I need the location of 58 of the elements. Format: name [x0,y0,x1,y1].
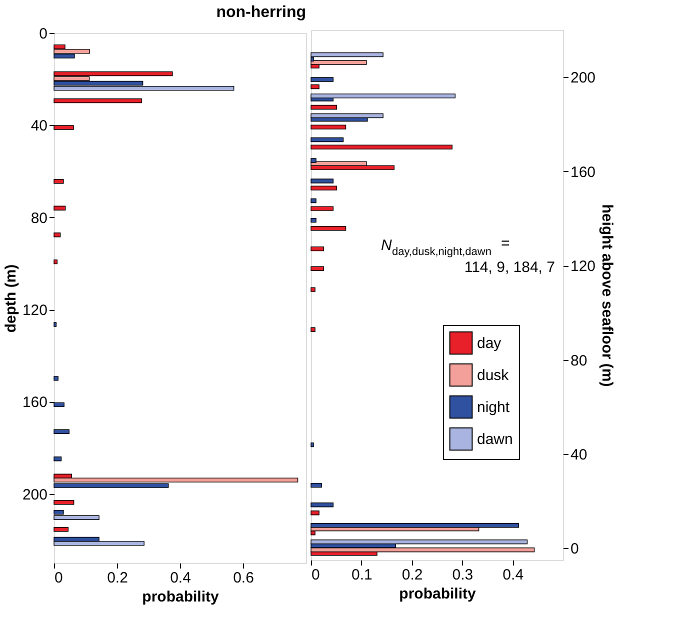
bar [310,165,395,170]
x-tick-label: 0.2 [402,566,423,584]
bar [310,186,338,190]
bar [310,482,322,488]
x-axis-title: probability [142,588,220,606]
bar [310,137,344,142]
bar [310,206,334,211]
y-tick-label: 120 [570,258,596,276]
chart-title: non-herring [216,4,306,21]
y-axis-title: height above seafloor (m) [598,204,616,387]
y-tick-label: 0 [39,26,48,42]
bar [310,84,320,90]
x-tick-label: 0.4 [170,570,191,586]
y-tick-label: 80 [570,352,588,370]
bar [310,104,338,110]
y-axis-title: depth (m) [2,264,20,333]
bar [310,178,334,184]
y-tick-label: 40 [30,118,48,135]
y-tick-label: 200 [22,486,48,504]
x-tick-label: 0 [54,570,63,586]
y-tick-label: 80 [30,210,48,227]
legend-label: night [477,399,510,416]
bar [310,442,314,448]
bar [310,226,346,231]
bar [310,510,320,516]
x-tick-label: 0.3 [452,566,474,584]
legend-label: day [477,335,502,352]
bar [310,548,535,552]
x-tick-label: 0.1 [351,566,372,584]
bar [310,94,456,98]
x-axis-title: probability [399,586,476,602]
bar [310,113,384,118]
y-tick-label: 200 [570,70,596,87]
bar [310,218,316,223]
y-tick-label: 40 [570,446,588,464]
bar [310,144,452,150]
bar [310,502,334,508]
x-tick-label: 0.2 [107,570,128,586]
y-tick-label: 0 [570,540,579,558]
y-tick-label: 160 [570,164,596,181]
bar [310,540,528,544]
bar [310,287,316,292]
bar [310,266,324,271]
bar [310,77,334,82]
y-tick-label: 160 [22,394,48,412]
bar [310,246,324,252]
x-tick-label: 0.4 [502,566,524,584]
bar [310,523,519,528]
y-tick-label: 120 [22,302,48,320]
x-tick-label: 0 [312,566,320,584]
bar [310,198,316,204]
legend-label: dusk [477,367,510,384]
legend-label: dawn [477,431,513,448]
bar [310,60,367,65]
bar [310,124,346,130]
x-tick-label: 0.6 [233,570,254,586]
bar [310,52,384,58]
bar [310,327,316,332]
